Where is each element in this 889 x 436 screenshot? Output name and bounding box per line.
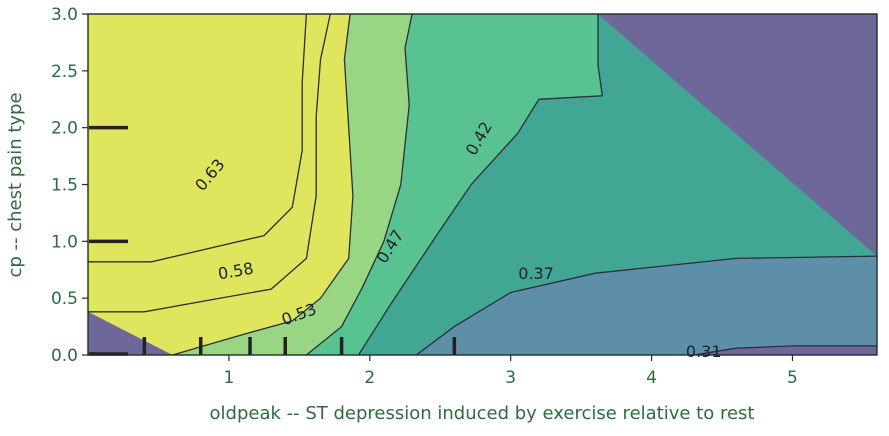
contour-line xyxy=(172,14,354,355)
x-tick-label: 2 xyxy=(364,368,375,388)
region-band xyxy=(88,14,331,312)
y-tick-label: 0.0 xyxy=(51,346,78,366)
contour-line xyxy=(415,255,877,355)
contour-line xyxy=(305,14,413,355)
y-tick-label: 1.5 xyxy=(51,176,78,196)
x-tick-label: 5 xyxy=(787,368,798,388)
x-axis-ticks: 1 2 3 4 5 xyxy=(223,355,798,388)
contour-line xyxy=(88,14,308,263)
y-tick-label: 2.0 xyxy=(51,119,78,139)
contour-line xyxy=(88,14,331,313)
contour-line xyxy=(357,14,604,355)
y-tick-label: 2.5 xyxy=(51,62,78,82)
x-tick-label: 4 xyxy=(646,368,657,388)
x-tick-label: 3 xyxy=(505,368,516,388)
x-tick-label: 1 xyxy=(223,368,234,388)
region-band xyxy=(172,14,413,355)
y-axis-ticks: 0.0 0.5 1.0 1.5 2.0 2.5 3.0 xyxy=(51,5,88,366)
y-tick-label: 1.0 xyxy=(51,232,78,252)
contour-line xyxy=(693,345,877,355)
contour-label: 0.37 xyxy=(518,264,554,283)
region-band xyxy=(358,14,877,355)
y-axis-label: cp -- chest pain type xyxy=(5,92,26,277)
region-band xyxy=(416,256,877,355)
contour-lines xyxy=(88,14,877,355)
x-axis-label: oldpeak -- ST depression induced by exer… xyxy=(210,403,755,424)
contour-label: 0.31 xyxy=(686,342,722,361)
y-tick-label: 3.0 xyxy=(51,5,78,25)
region-band xyxy=(306,14,603,355)
region-band xyxy=(88,14,353,355)
rug-marks xyxy=(89,125,457,356)
region-top xyxy=(88,14,307,262)
y-tick-label: 0.5 xyxy=(51,289,78,309)
